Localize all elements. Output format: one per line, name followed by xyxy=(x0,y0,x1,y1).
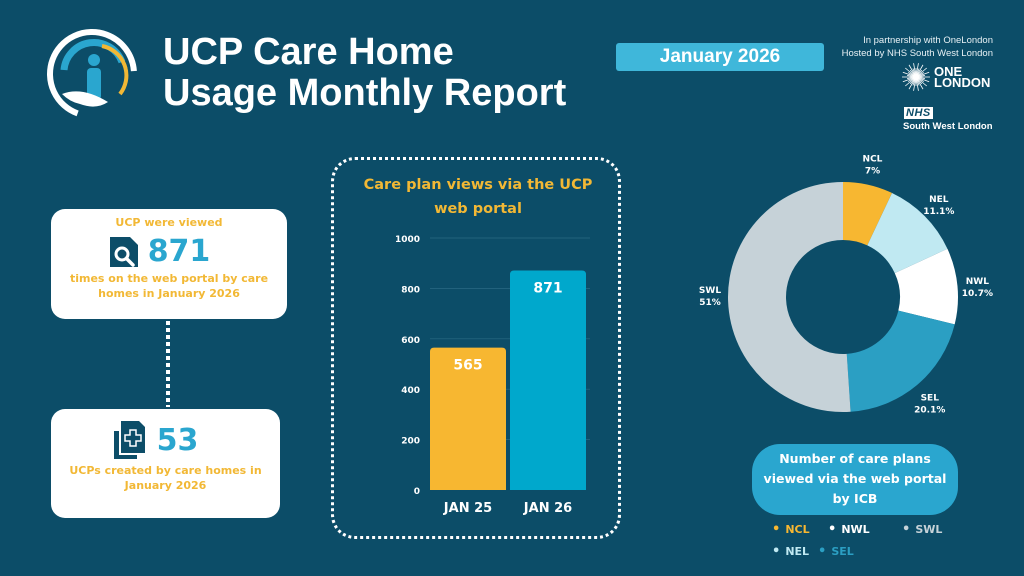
views-caption-line-2: homes in January 2026 xyxy=(98,287,240,300)
onelondon-starburst-icon xyxy=(902,63,930,91)
y-tick-label: 1000 xyxy=(395,235,420,245)
donut-slice-swl xyxy=(728,182,851,412)
date-badge: January 2026 xyxy=(616,43,824,71)
legend-item-sel: • SEL xyxy=(818,544,854,559)
donut-slice-nwl xyxy=(894,248,958,325)
title-line-2: Usage Monthly Report xyxy=(163,72,567,114)
created-value: 53 xyxy=(156,422,199,458)
legend-item-nwl: • NWL xyxy=(828,522,870,537)
legend-dot-icon: • xyxy=(818,544,827,559)
document-add-icon xyxy=(113,421,145,459)
donut-label-name: SWL xyxy=(699,286,721,296)
bar-chart-panel xyxy=(331,157,621,539)
views-stat-card: UCP were viewed 871 times on the web por… xyxy=(51,209,287,319)
dotted-connector xyxy=(166,321,170,407)
bar-chart-title-line-2: web portal xyxy=(434,201,522,217)
legend-label: NCL xyxy=(785,523,810,536)
created-caption-line-2: January 2026 xyxy=(124,479,207,492)
bar-chart: 0 200 400 600 800 1000 565 JAN 25 871 JAN 26 xyxy=(395,235,590,516)
onelondon-logo: ONE LONDON xyxy=(934,64,991,90)
donut-label-value: 10.7% xyxy=(962,289,993,299)
bar-jan-25 xyxy=(430,347,506,490)
page-title: UCP Care Home Usage Monthly Report xyxy=(163,32,566,114)
legend-item-nel: • NEL xyxy=(772,544,809,559)
onelondon-line-1: ONE xyxy=(934,64,963,79)
donut-label-value: 7% xyxy=(865,166,880,176)
legend-label: SWL xyxy=(915,523,943,536)
created-caption-line-1: UCPs created by care homes in xyxy=(69,464,262,477)
donut-title-line-3: by ICB xyxy=(832,491,878,506)
legend-dot-icon: • xyxy=(772,522,781,537)
donut-chart-title: Number of care plans viewed via the web … xyxy=(752,444,958,515)
donut-label-name: NEL xyxy=(929,195,949,205)
legend-label: NEL xyxy=(785,545,810,558)
created-stat-card: 53 UCPs created by care homes in January… xyxy=(51,409,280,518)
partnership-text: In partnership with OneLondon Hosted by … xyxy=(842,34,993,60)
donut-label-name: NWL xyxy=(966,277,989,287)
legend-dot-icon: • xyxy=(902,522,911,537)
donut-slice-sel xyxy=(846,310,955,412)
bar-value-label: 871 xyxy=(533,281,562,297)
donut-title-line-1: Number of care plans xyxy=(779,451,931,466)
document-search-icon xyxy=(109,236,138,267)
donut-label-value: 51% xyxy=(699,298,721,308)
donut-label-value: 20.1% xyxy=(914,405,945,415)
views-value: 871 xyxy=(147,234,211,269)
y-tick-label: 200 xyxy=(401,437,420,447)
donut-slice-nel xyxy=(867,192,948,274)
bar-chart-title: Care plan views via the UCP web portal xyxy=(340,173,616,221)
donut-chart: NCL 7% NEL 11.1% NWL 10.7% SEL 20.1% SWL 51% xyxy=(699,154,993,415)
views-caption-line-1: times on the web portal by care xyxy=(69,272,269,285)
onelondon-line-2: LONDON xyxy=(934,75,991,90)
ucp-logo-icon xyxy=(47,29,137,119)
partnership-line-1: In partnership with OneLondon xyxy=(863,35,993,46)
donut-label-value: 11.1% xyxy=(923,207,954,217)
legend-label: NWL xyxy=(841,523,870,536)
y-tick-label: 800 xyxy=(401,285,420,295)
y-tick-label: 600 xyxy=(401,336,420,346)
views-heading: UCP were viewed xyxy=(115,216,223,229)
donut-slice-ncl xyxy=(843,182,893,246)
y-tick-label: 400 xyxy=(401,386,420,396)
legend-label: SEL xyxy=(831,545,854,558)
x-tick-label: JAN 26 xyxy=(523,501,572,516)
y-tick-label: 0 xyxy=(414,487,420,497)
donut-label-name: NCL xyxy=(863,154,883,164)
legend-dot-icon: • xyxy=(772,544,781,559)
nhs-logo: NHS xyxy=(904,107,933,119)
legend-item-swl: • SWL xyxy=(902,522,942,537)
bar-value-label: 565 xyxy=(453,358,482,374)
legend-dot-icon: • xyxy=(828,522,837,537)
title-line-1: UCP Care Home xyxy=(163,31,454,73)
legend-item-ncl: • NCL xyxy=(772,522,810,537)
donut-label-name: SEL xyxy=(921,393,940,403)
bar-chart-title-line-1: Care plan views via the UCP xyxy=(363,177,593,193)
nhs-subtitle: South West London xyxy=(903,121,993,132)
x-tick-label: JAN 25 xyxy=(443,501,492,516)
bar-jan-26 xyxy=(510,270,586,490)
partnership-line-2: Hosted by NHS South West London xyxy=(841,48,993,59)
donut-title-line-2: viewed via the web portal xyxy=(763,471,947,486)
